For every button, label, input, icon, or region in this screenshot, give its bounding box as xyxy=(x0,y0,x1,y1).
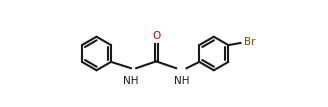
Text: NH: NH xyxy=(174,76,189,85)
Text: Br: Br xyxy=(244,37,255,47)
Text: NH: NH xyxy=(123,76,139,85)
Text: O: O xyxy=(152,31,160,41)
